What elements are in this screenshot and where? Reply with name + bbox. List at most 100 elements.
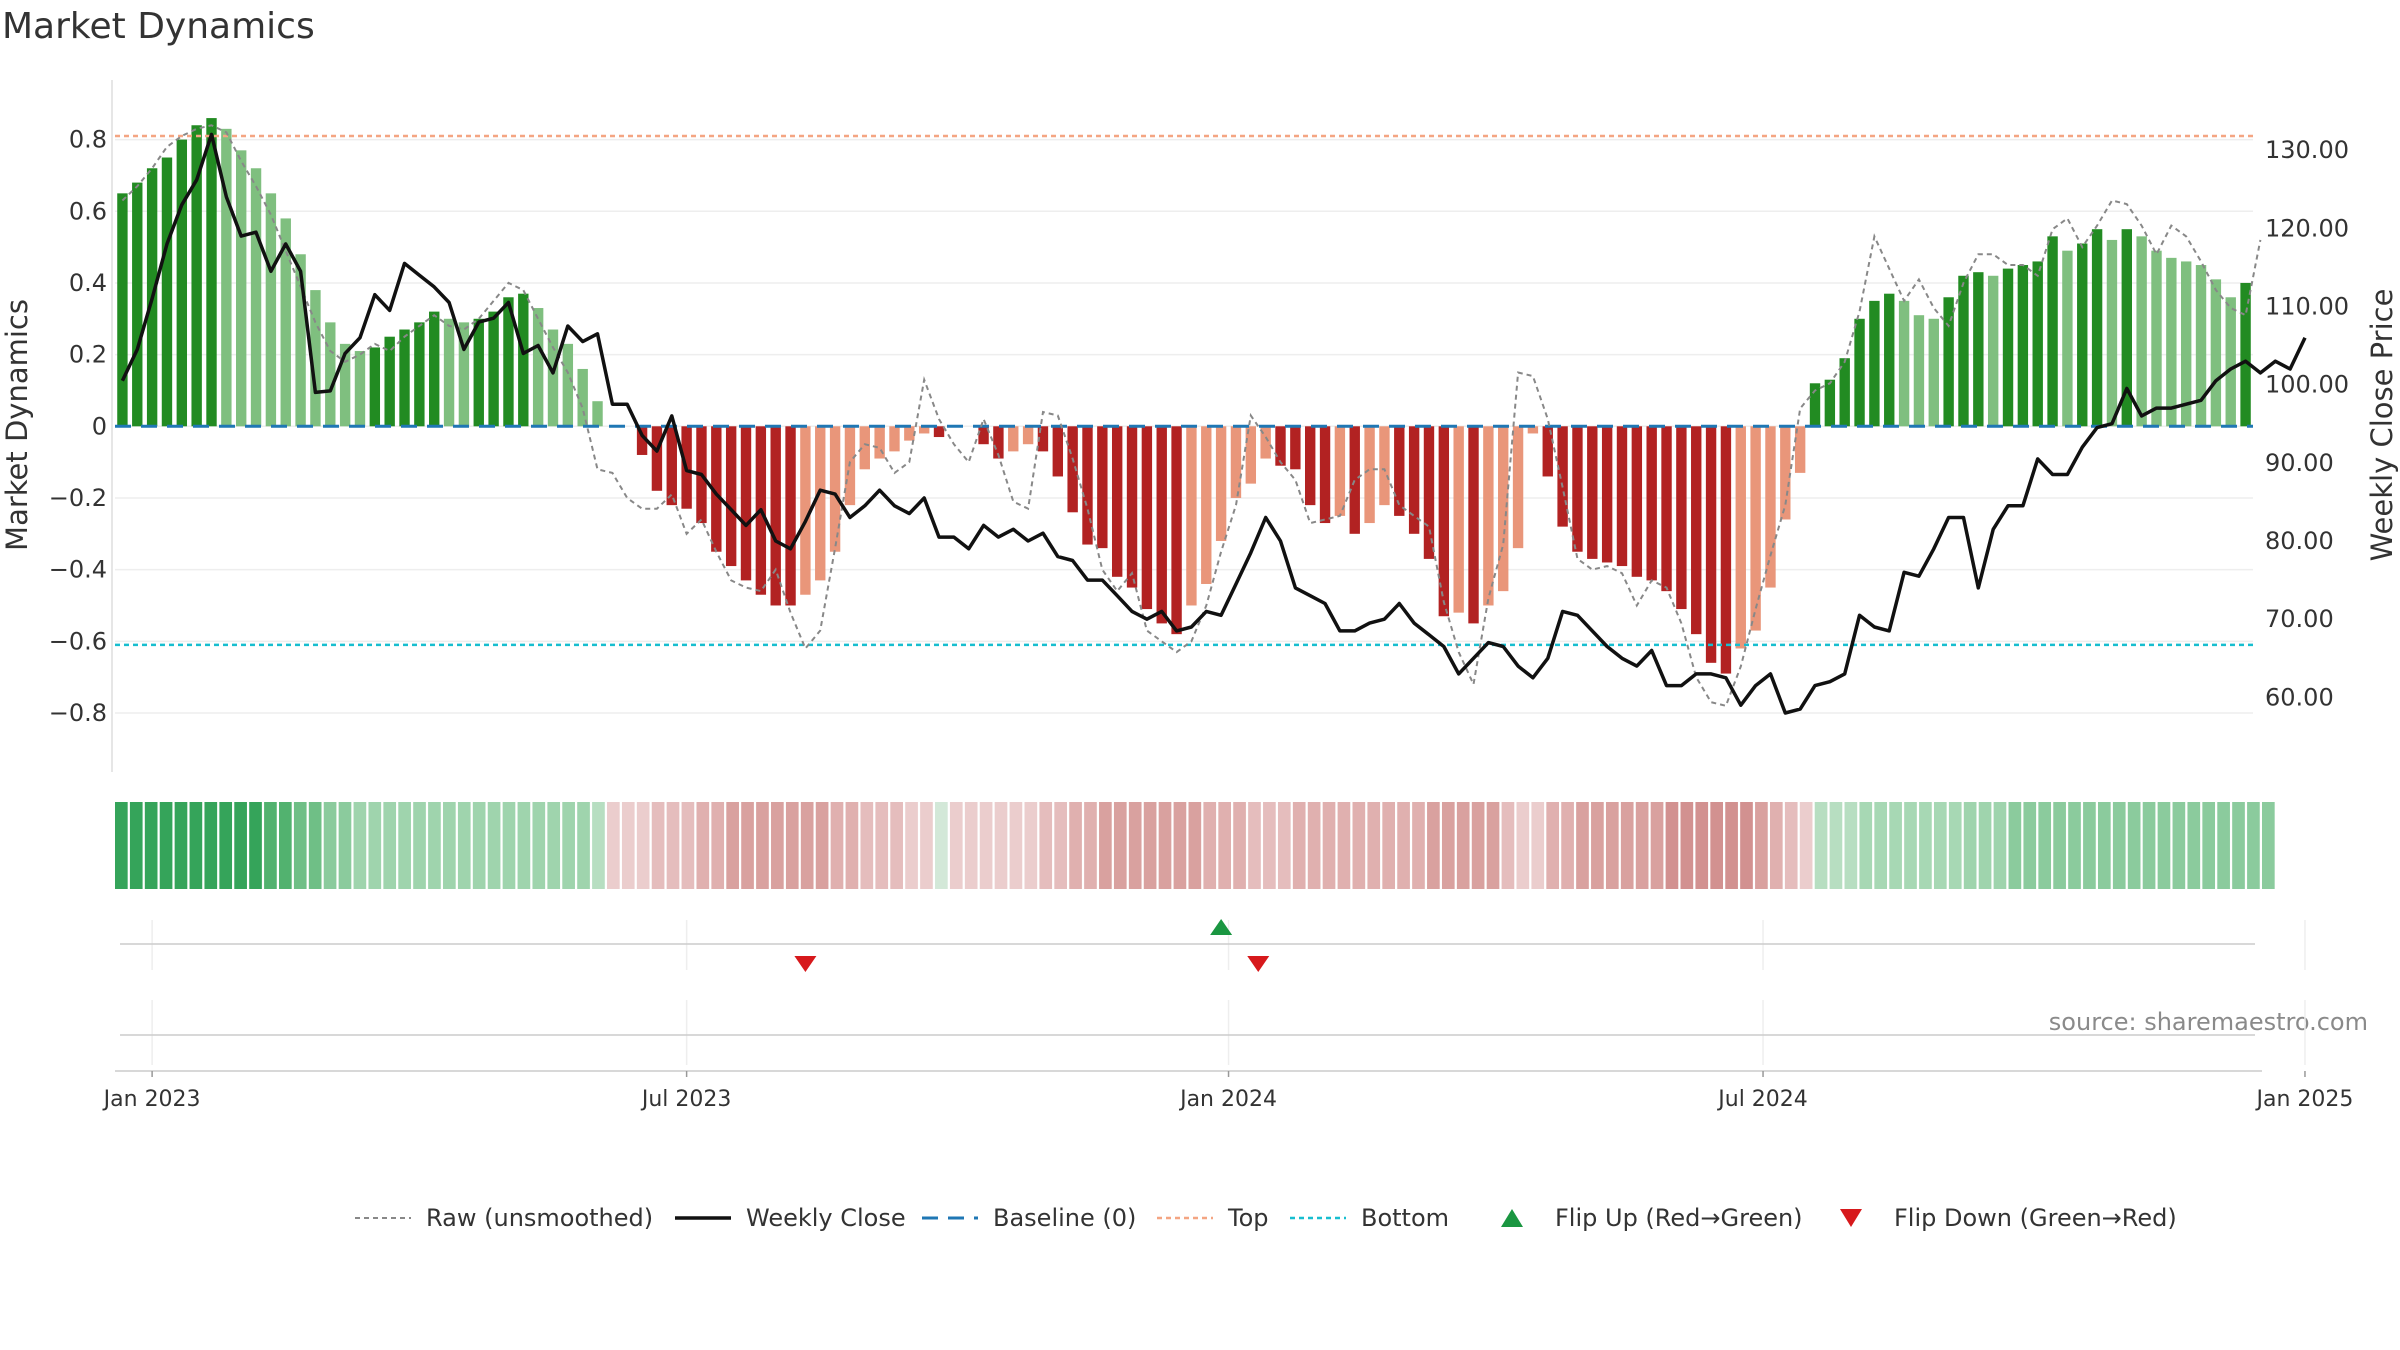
momentum-bar xyxy=(1260,426,1271,459)
heat-strip-cell xyxy=(1814,802,1828,889)
y-tick-label: −0.8 xyxy=(49,699,107,727)
y-tick-label: 0.4 xyxy=(69,269,107,297)
momentum-bar xyxy=(265,193,277,427)
legend-label: Weekly Close xyxy=(746,1204,906,1232)
momentum-bar xyxy=(1735,426,1746,649)
momentum-bar xyxy=(1542,426,1553,477)
momentum-bar xyxy=(1408,426,1420,534)
momentum-bar xyxy=(2121,229,2132,427)
heat-strip-cell xyxy=(428,802,441,889)
legend-item: Weekly Close xyxy=(675,1204,906,1232)
momentum-bar xyxy=(2062,250,2073,427)
heat-strip-cell xyxy=(1188,802,1202,889)
heat-strip-cell xyxy=(1084,802,1097,889)
heat-strip-cell xyxy=(2127,802,2141,889)
y2-tick-label: 60.00 xyxy=(2265,683,2334,711)
heat-strip-cell xyxy=(1203,802,1217,889)
momentum-bar xyxy=(206,118,217,427)
momentum-bar xyxy=(280,218,291,427)
momentum-bar xyxy=(1587,426,1598,559)
heat-strip-cell xyxy=(1009,802,1023,889)
momentum-bar xyxy=(1349,426,1360,534)
heat-strip-cell xyxy=(1725,802,1738,889)
momentum-bar xyxy=(354,351,366,427)
momentum-bar xyxy=(2106,239,2118,427)
heat-strip-cell xyxy=(1054,802,1067,889)
heat-strip-cell xyxy=(1233,802,1246,889)
y-tick-label: 0.6 xyxy=(69,197,107,225)
heat-strip-cell xyxy=(1591,802,1604,889)
heat-strip-cell xyxy=(1501,802,1515,889)
momentum-bar xyxy=(473,318,484,427)
momentum-bar xyxy=(1022,426,1034,445)
momentum-bar xyxy=(2032,261,2043,427)
heat-strip-cell xyxy=(1710,802,1724,889)
heat-strip-cell xyxy=(2187,802,2201,889)
momentum-bar xyxy=(889,426,900,452)
heat-strip-cell xyxy=(2083,802,2096,889)
momentum-bar xyxy=(636,426,648,455)
heat-strip-cell xyxy=(129,802,143,889)
heat-strip-cell xyxy=(1605,802,1619,889)
momentum-bar xyxy=(1245,426,1257,484)
heat-strip-cell xyxy=(457,802,471,889)
heat-strip-cell xyxy=(979,802,993,889)
heat-strip-cell xyxy=(1441,802,1455,889)
momentum-bar xyxy=(503,297,514,427)
momentum-bar xyxy=(1913,315,1925,427)
heat-strip-cell xyxy=(1799,802,1813,889)
momentum-bar xyxy=(1854,318,1865,427)
heat-strip-cell xyxy=(234,802,247,889)
legend-label: Flip Down (Green→Red) xyxy=(1894,1204,2177,1232)
heat-strip-cell xyxy=(1471,802,1485,889)
momentum-bar xyxy=(1379,426,1390,506)
heat-strip-cell xyxy=(1486,802,1500,889)
momentum-bar xyxy=(369,347,381,427)
momentum-bar xyxy=(325,322,336,427)
heat-strip-cell xyxy=(547,802,561,889)
momentum-bar xyxy=(532,308,544,427)
momentum-bar xyxy=(1884,293,1895,427)
x-tick-label: Jul 2023 xyxy=(640,1087,732,1112)
heat-strip-cell xyxy=(338,802,352,889)
legend-swatch xyxy=(1840,1209,1862,1227)
momentum-bar xyxy=(666,426,677,506)
momentum-bar xyxy=(1052,426,1063,477)
heat-strip-cell xyxy=(174,802,188,889)
momentum-bar xyxy=(725,426,737,567)
y-tick-label: −0.2 xyxy=(49,484,107,512)
heat-strip-cell xyxy=(815,802,829,889)
momentum-bar xyxy=(2151,250,2162,427)
momentum-bar xyxy=(1958,275,1969,427)
momentum-bar xyxy=(859,426,870,470)
flip-up-marker xyxy=(1210,919,1233,935)
momentum-bar xyxy=(1676,426,1687,610)
heat-strip-cell xyxy=(353,802,367,889)
heat-strip-cell xyxy=(964,802,978,889)
momentum-bar xyxy=(1705,426,1717,663)
heat-strip-cell xyxy=(1143,802,1157,889)
heat-strip-cell xyxy=(398,802,411,889)
momentum-bar xyxy=(1082,426,1093,545)
momentum-bar xyxy=(250,168,262,427)
legend-item: Raw (unsmoothed) xyxy=(355,1204,653,1232)
heat-strip-cell xyxy=(293,802,307,889)
momentum-bar xyxy=(1394,426,1405,516)
heat-strip-cell xyxy=(756,802,769,889)
heat-strip-cell xyxy=(1665,802,1679,889)
heat-strip-cell xyxy=(562,802,575,889)
momentum-bar xyxy=(1305,426,1316,506)
momentum-bar xyxy=(518,293,529,427)
heat-strip-cell xyxy=(308,802,322,889)
heat-strip-cell xyxy=(607,802,620,889)
momentum-bar xyxy=(1987,275,1999,427)
heat-strip-cell xyxy=(115,802,128,889)
momentum-bar xyxy=(918,426,930,434)
momentum-bar xyxy=(2195,265,2207,427)
heat-strip-cell xyxy=(1740,802,1753,889)
momentum-bar xyxy=(1646,426,1657,581)
heat-strip-cell xyxy=(1680,802,1694,889)
momentum-bar xyxy=(1171,426,1182,635)
heat-strip-cell xyxy=(1874,802,1888,889)
